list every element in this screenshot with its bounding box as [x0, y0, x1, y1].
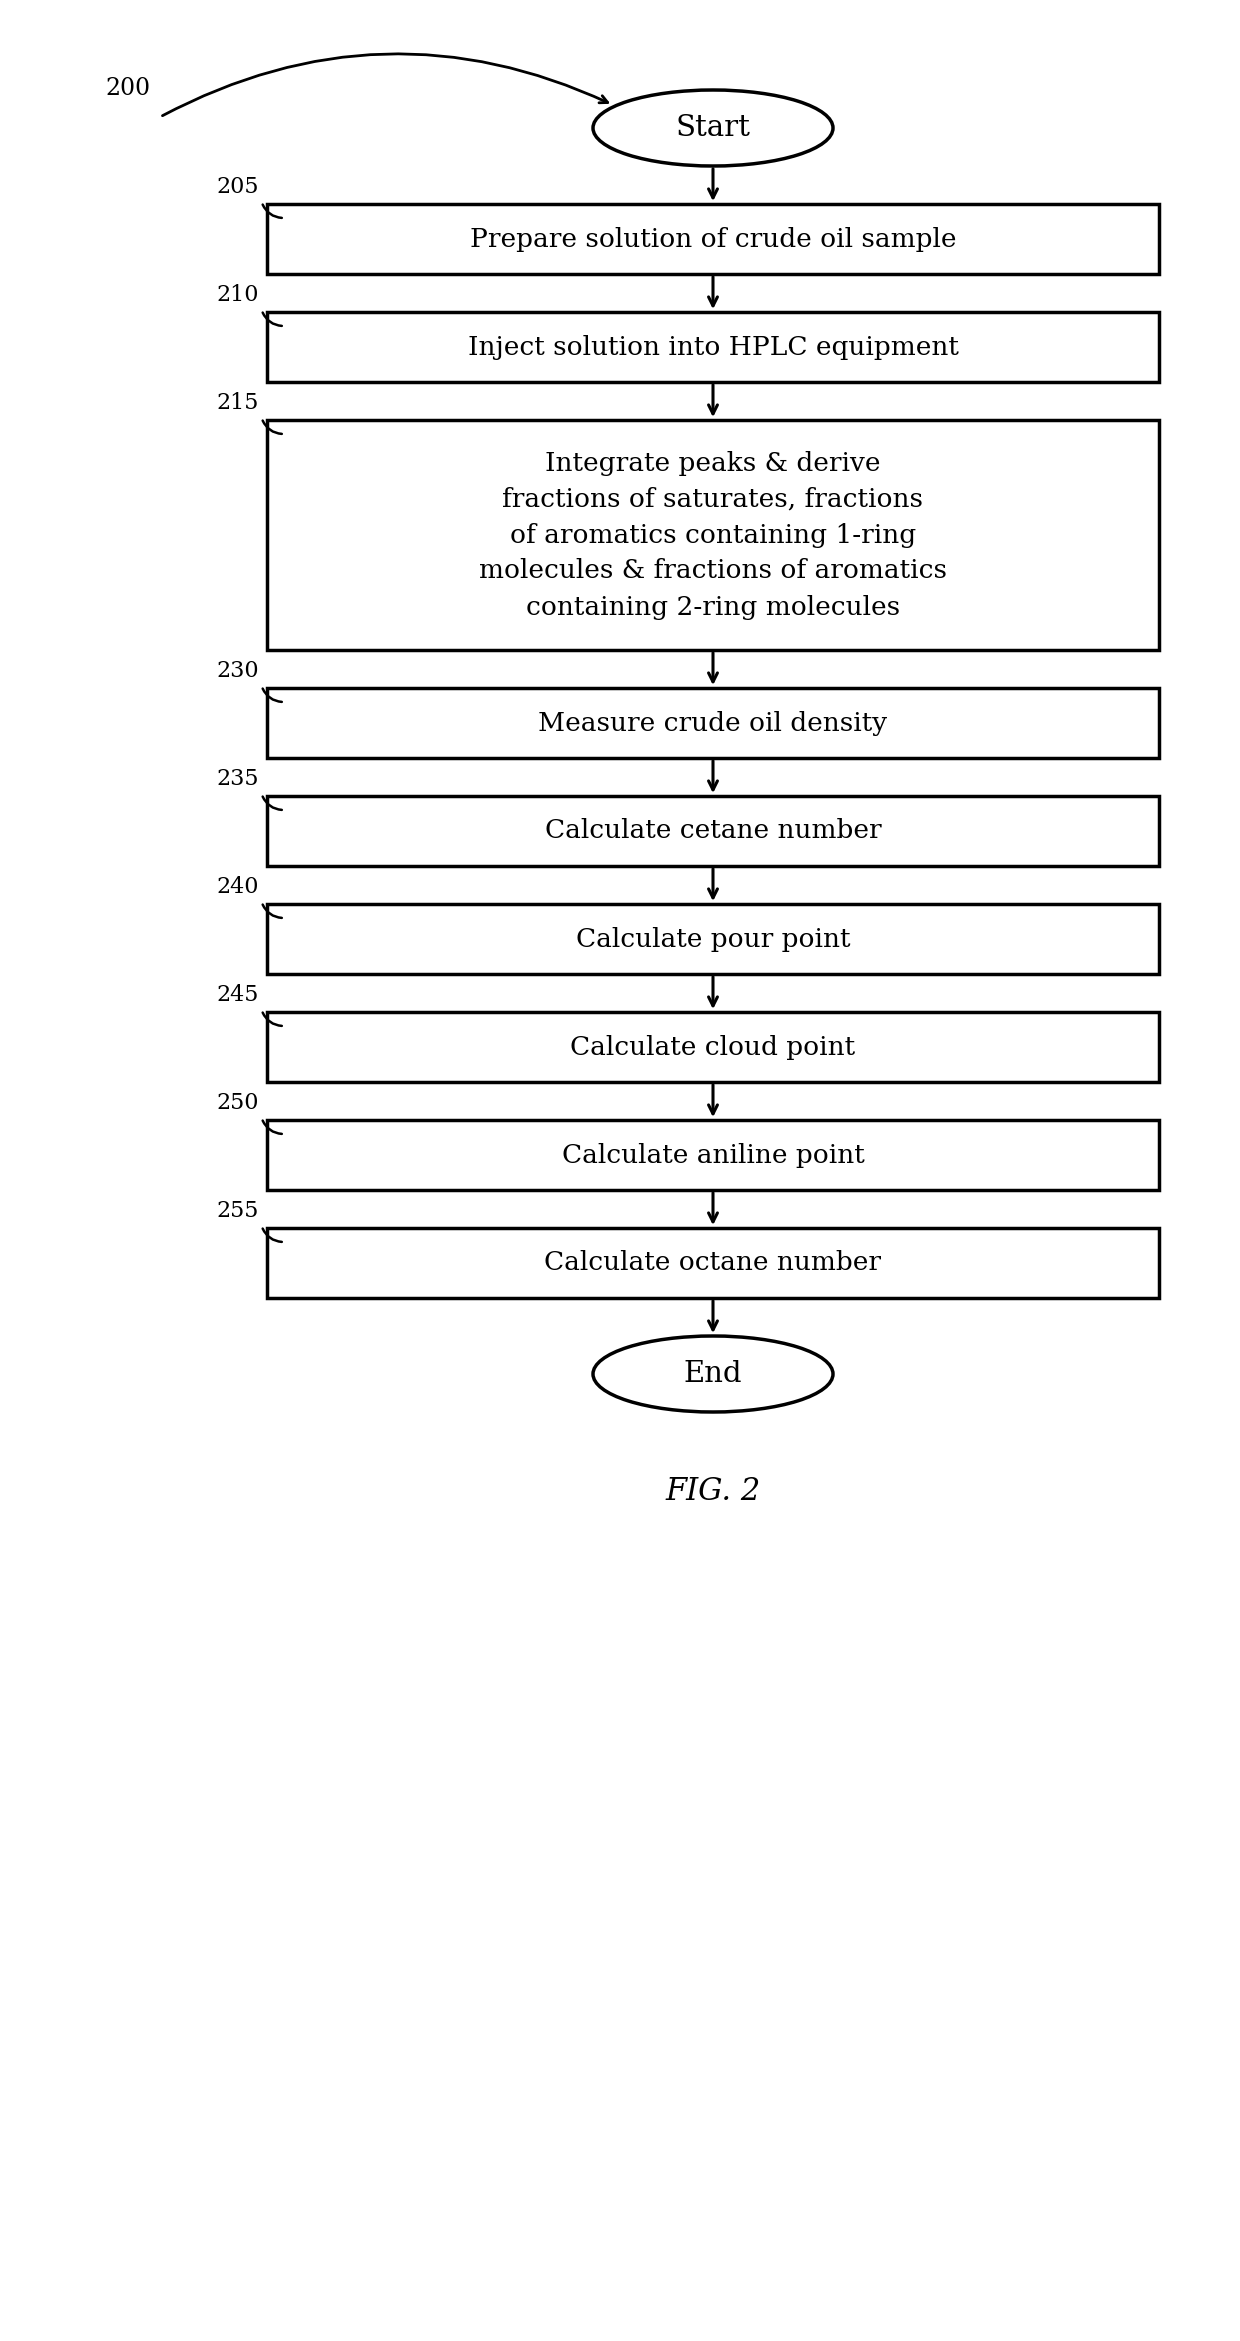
Text: Measure crude oil density: Measure crude oil density [538, 712, 888, 735]
Text: Integrate peaks & derive
fractions of saturates, fractions
of aromatics containi: Integrate peaks & derive fractions of sa… [479, 449, 947, 620]
FancyBboxPatch shape [267, 1011, 1159, 1082]
Text: 200: 200 [105, 77, 150, 101]
Text: 255: 255 [216, 1201, 259, 1222]
Text: End: End [683, 1360, 743, 1388]
FancyBboxPatch shape [267, 904, 1159, 974]
Text: Prepare solution of crude oil sample: Prepare solution of crude oil sample [470, 227, 956, 250]
Text: FIG. 2: FIG. 2 [666, 1477, 760, 1508]
FancyBboxPatch shape [267, 688, 1159, 758]
FancyBboxPatch shape [267, 796, 1159, 866]
Text: 245: 245 [216, 983, 259, 1007]
FancyBboxPatch shape [267, 419, 1159, 651]
Text: Calculate aniline point: Calculate aniline point [562, 1142, 864, 1168]
FancyBboxPatch shape [267, 311, 1159, 382]
Text: 235: 235 [216, 768, 259, 789]
Text: 250: 250 [216, 1091, 259, 1114]
Ellipse shape [593, 89, 833, 166]
Text: Calculate cetane number: Calculate cetane number [544, 819, 882, 843]
Text: 215: 215 [216, 391, 259, 414]
FancyBboxPatch shape [267, 204, 1159, 274]
FancyBboxPatch shape [267, 1119, 1159, 1189]
Text: 240: 240 [216, 876, 259, 899]
Text: 205: 205 [216, 176, 259, 199]
Text: Inject solution into HPLC equipment: Inject solution into HPLC equipment [467, 335, 959, 361]
Text: 230: 230 [216, 660, 259, 681]
Text: 210: 210 [216, 283, 259, 307]
Text: Start: Start [676, 115, 750, 143]
FancyBboxPatch shape [267, 1229, 1159, 1297]
Text: Calculate pour point: Calculate pour point [575, 927, 851, 950]
Text: Calculate octane number: Calculate octane number [544, 1250, 882, 1276]
Ellipse shape [593, 1337, 833, 1412]
Text: Calculate cloud point: Calculate cloud point [570, 1035, 856, 1060]
